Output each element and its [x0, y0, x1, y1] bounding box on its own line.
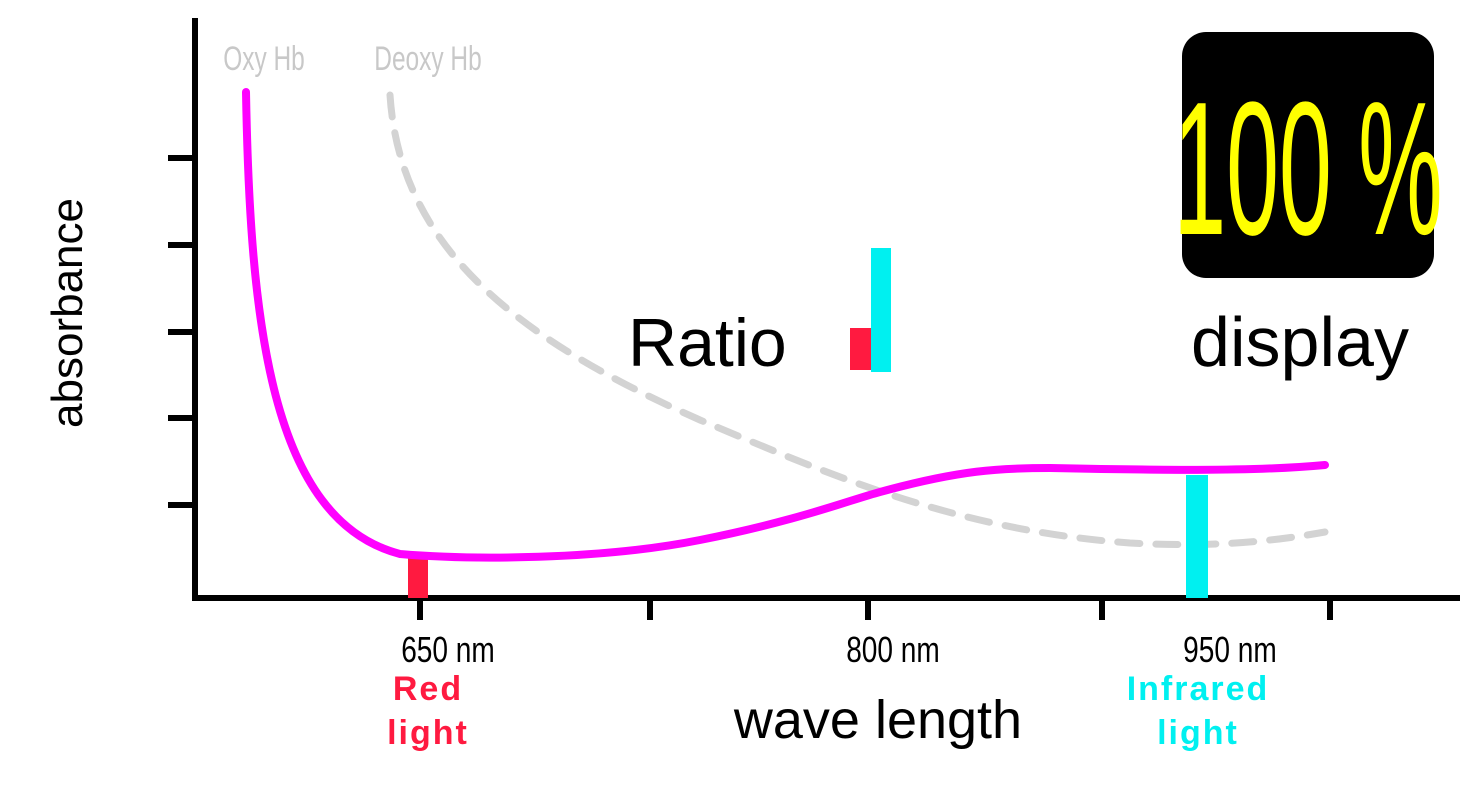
oxy-hb-curve — [242, 88, 1329, 562]
y-ticks — [168, 155, 195, 508]
infrared-light-label-line1: Infrared — [1127, 670, 1270, 708]
infrared-light-label-line2: light — [1157, 714, 1239, 752]
x-tick-label-800: 800 nm — [846, 630, 940, 670]
display-value: 100 % — [1173, 62, 1442, 275]
x-axis-label: wave length — [733, 690, 1022, 750]
display-caption: display — [1191, 303, 1409, 381]
deoxy-hb-label: Deoxy Hb — [374, 40, 481, 78]
infrared-light-marker — [1186, 475, 1208, 598]
ratio-label: Ratio — [628, 305, 787, 381]
red-light-label-line1: Red — [393, 670, 463, 708]
ratio-red-bar — [850, 328, 872, 370]
x-ticks — [417, 598, 1333, 620]
y-axis-label: absorbance — [43, 198, 92, 428]
oxy-hb-label: Oxy Hb — [223, 40, 305, 78]
x-tick-label-950: 950 nm — [1183, 630, 1277, 670]
red-light-label-line2: light — [387, 714, 469, 752]
display-screen — [1182, 32, 1434, 278]
ratio-infrared-bar — [871, 248, 891, 372]
x-tick-label-650: 650 nm — [401, 630, 495, 670]
red-light-marker — [408, 558, 428, 598]
deoxy-hb-curve — [386, 91, 1329, 549]
